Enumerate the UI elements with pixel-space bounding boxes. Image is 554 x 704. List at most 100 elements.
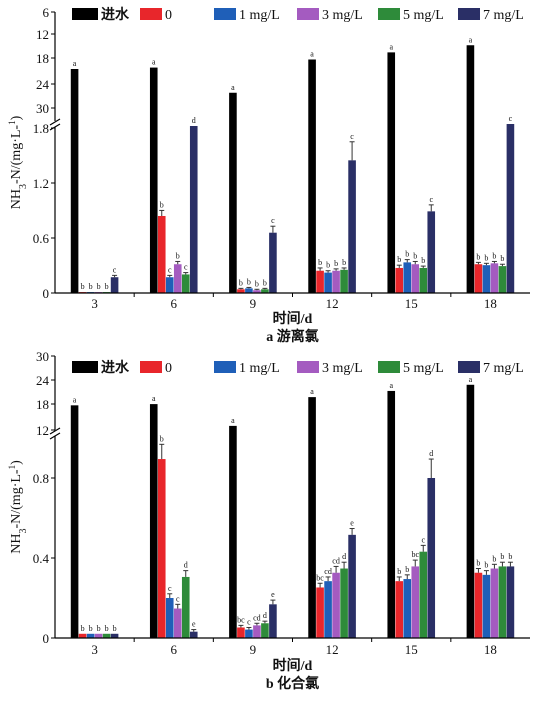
bar-1-3 [316,270,324,293]
sig-label-2-2: c [247,617,251,626]
chart-panel-a: 进水 0 1 mg/L 3 mg/L 5 mg/L 7 mg/Lab b b bc3abcbcd… [7,5,530,345]
bar-1-2 [237,289,245,293]
sig-label-1-1: b [160,434,164,443]
y-tick-label-upper-0: 6 [43,5,50,20]
bar-1-5 [474,572,483,638]
y-tick-label-lower-1: 0.4 [33,551,50,566]
legend-swatch-1 [140,361,162,373]
bar-2-4 [403,262,412,293]
bar-4-3 [340,269,348,293]
legend-swatch-2 [214,361,236,373]
bar-5-5 [506,566,515,638]
sig-label-1-3: b [318,258,322,267]
bar-3-0 [94,633,103,638]
sig-label-4-5: b [500,254,504,263]
sig-label-5-0: c [113,265,117,274]
y-axis-label: NH3-N/(mg·L-1) [7,460,29,554]
y-tick-label-upper-1: 12 [36,27,49,42]
legend-label-4: 5 mg/L [403,361,444,376]
x-tick-label-2: 9 [250,296,257,311]
sig-label-0-4: a [389,381,393,390]
sig-label-0-3: a [310,50,314,59]
sig-label-2-4: b [405,565,409,574]
sig-label-0-5: a [469,35,473,44]
bar-3-2 [253,290,261,293]
bar-0-1 [149,67,158,293]
legend-label-3: 3 mg/L [322,361,363,376]
y-tick-label-lower-0: 0 [43,286,50,301]
bar-3-2 [253,625,261,638]
y-tick-label-lower-3: 1.8 [33,121,49,136]
sig-label-1-2: b [239,278,243,287]
x-tick-label-1: 6 [171,296,178,311]
bar-1-1 [157,459,166,638]
panel-caption: b 化合氯 [266,675,319,692]
x-tick-label-4: 15 [405,296,418,311]
sig-label-1-4: b [397,255,401,264]
bar-2-2 [245,288,253,293]
bar-5-3 [348,160,356,293]
bar-4-4 [419,551,428,638]
bar-5-0 [110,277,119,293]
legend-label-5: 7 mg/L [483,8,524,23]
bar-0-0 [70,405,79,638]
sig-label-1-0: b [81,282,85,291]
sig-label-1-3: bc [316,573,324,582]
legend-label-2: 1 mg/L [239,361,280,376]
sig-label-5-4: c [429,195,433,204]
legend-swatch-3 [297,361,319,373]
bar-0-1 [149,404,158,638]
x-axis-label: 时间/d [273,657,313,674]
x-tick-label-5: 18 [484,296,497,311]
sig-label-3-2: b [255,279,259,288]
bar-4-4 [419,267,428,293]
y-tick-label-upper-3: 30 [36,349,49,364]
legend-label-1: 0 [165,8,172,23]
axis-break-mark-2 [49,432,61,440]
y-tick-label-upper-3: 24 [36,77,50,92]
bar-3-1 [173,608,182,638]
sig-label-5-5: b [508,552,512,561]
legend-swatch-2 [214,8,236,20]
legend-label-2: 1 mg/L [239,8,280,23]
bar-0-3 [308,397,316,638]
chart-panel-b: 进水 0 1 mg/L 3 mg/L 5 mg/L 7 mg/Lab b b b b3abccde… [7,349,530,692]
bar-2-0 [86,633,95,638]
legend-swatch-1 [140,8,162,20]
sig-label-0-2: a [231,416,235,425]
x-axis-label: 时间/d [273,310,313,327]
sig-label-0-0: a [73,395,77,404]
bar-1-4 [395,581,404,638]
sig-label-1-1: b [160,200,164,209]
y-tick-label-lower-0: 0 [43,631,50,646]
axis-break-mark-1 [49,427,61,435]
panel-caption: a 游离氯 [266,328,319,345]
bar-2-1 [165,598,174,638]
bar-4-2 [261,623,269,638]
y-tick-label-upper-2: 24 [36,373,50,388]
bar-1-3 [316,587,324,638]
bar-2-3 [324,272,332,293]
legend-label-1: 0 [165,361,172,376]
sig-label-1-0: b [81,624,85,633]
bar-0-5 [466,384,475,638]
sig-label-3-5: b [492,251,496,260]
bar-4-1 [181,274,190,293]
axis-break-mark-1 [49,118,61,126]
bar-5-2 [269,232,277,293]
x-tick-label-0: 3 [91,296,98,311]
legend-swatch-0 [72,361,98,373]
bar-3-5 [490,263,499,293]
sig-label-4-5: b [500,552,504,561]
x-tick-label-3: 12 [326,296,339,311]
legend-swatch-5 [458,361,480,373]
sig-label-3-4: bc [411,550,419,559]
sig-label-4-3: b [342,258,346,267]
sig-label-0-4: a [389,42,393,51]
bar-0-5 [466,45,475,293]
sig-label-5-4: d [429,449,433,458]
sig-label-3-3: b [334,259,338,268]
sig-label-4-1: c [184,263,188,272]
bar-4-5 [498,266,507,293]
